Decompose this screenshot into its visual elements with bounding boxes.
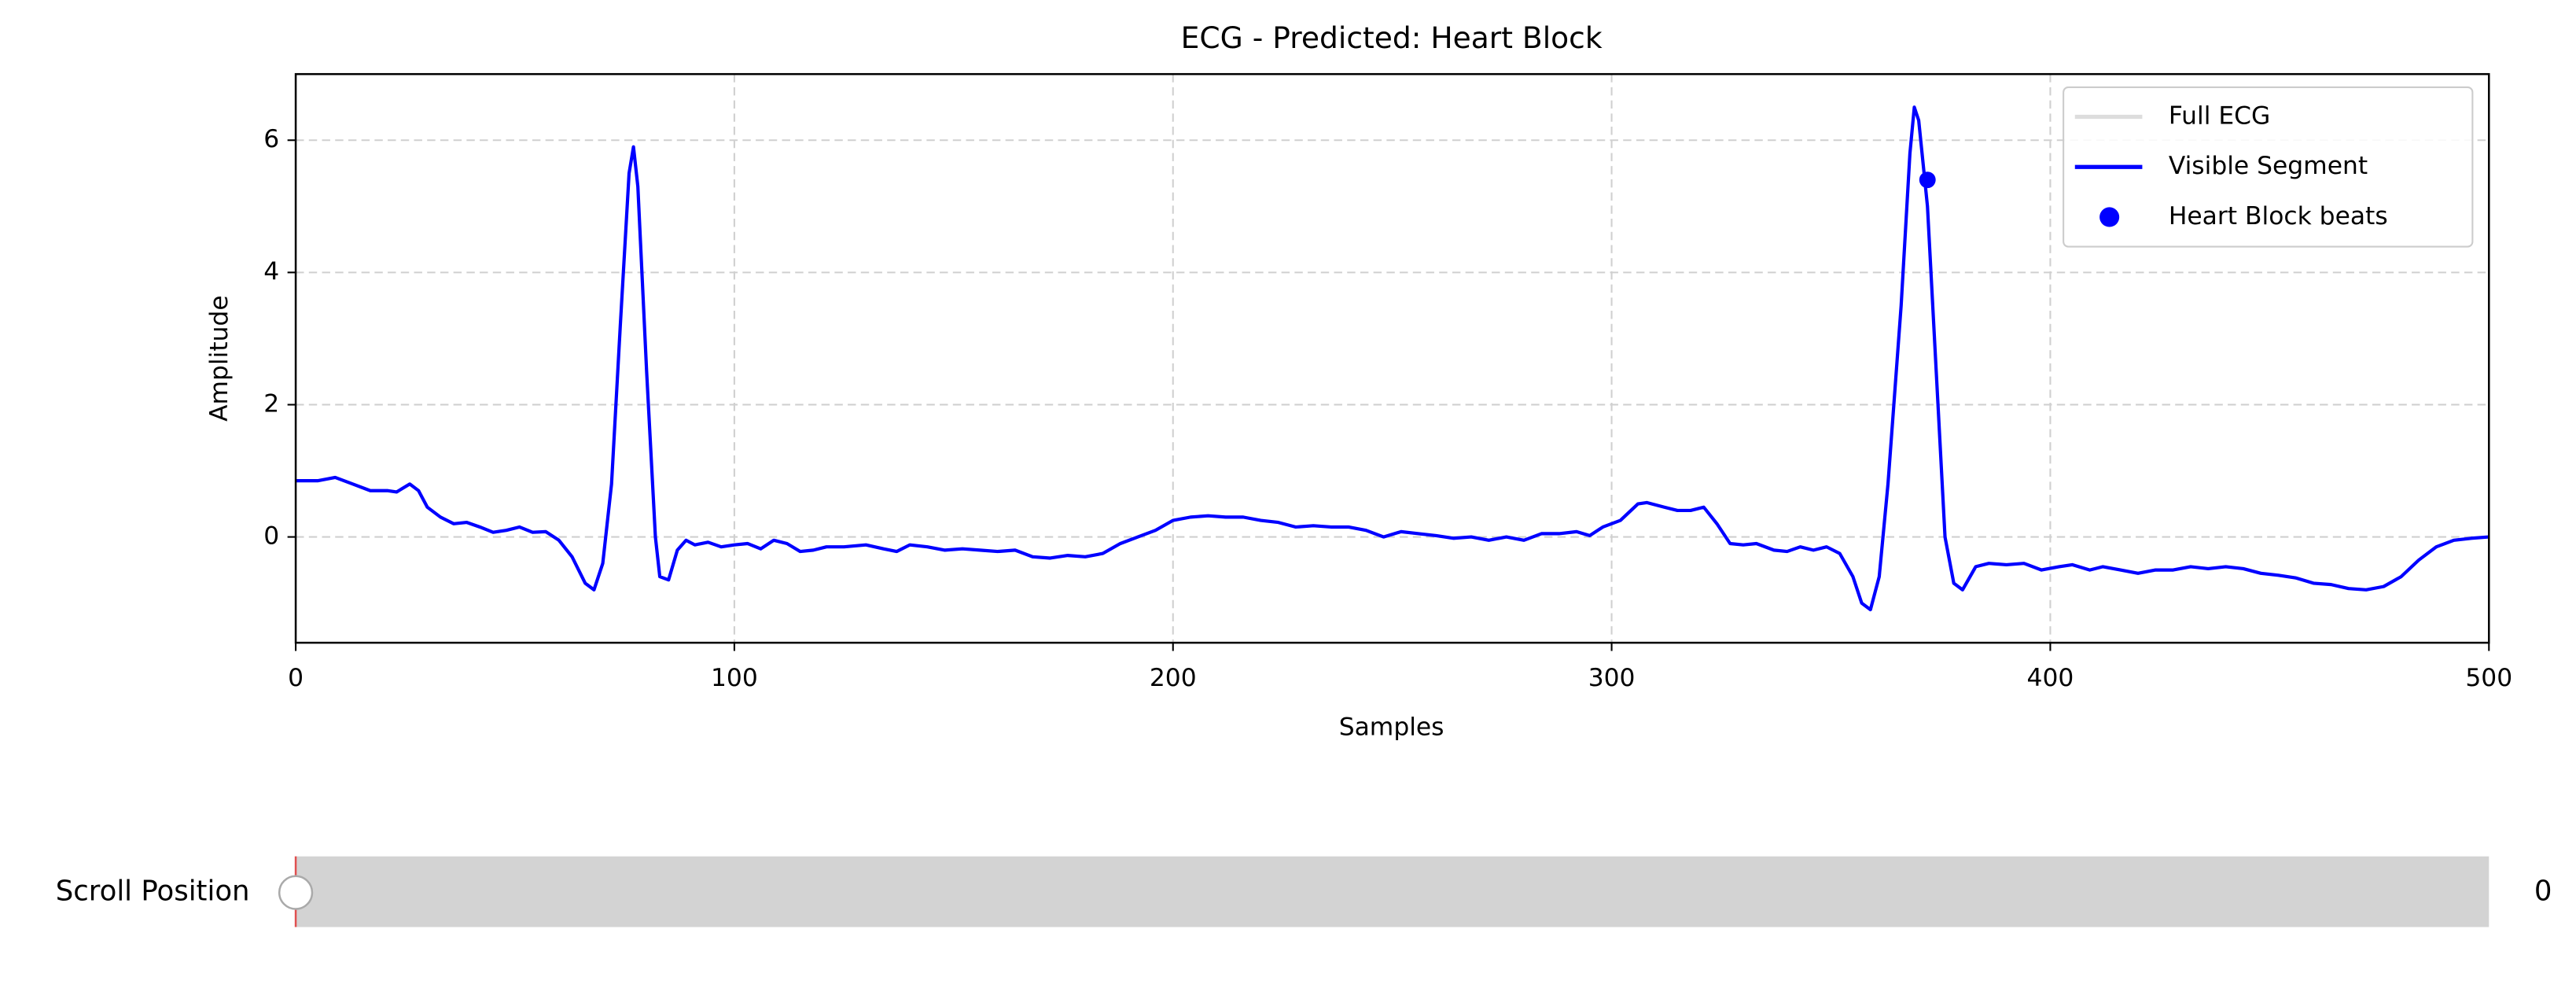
slider-label: Scroll Position [56, 876, 250, 908]
x-tick-label: 300 [1588, 664, 1636, 692]
legend-label: Visible Segment [2169, 152, 2368, 180]
x-tick-label: 400 [2027, 664, 2074, 692]
slider[interactable] [278, 856, 2490, 927]
y-axis-label: Amplitude [205, 295, 234, 422]
plot-frame [294, 72, 2490, 644]
chart-title: ECG - Predicted: Heart Block [1181, 20, 1603, 55]
ecg-line [296, 105, 2490, 612]
legend-box [2063, 86, 2474, 248]
slider-handle[interactable] [278, 875, 314, 910]
y-tick-label: 0 [263, 522, 279, 551]
y-tick-label: 4 [263, 257, 279, 286]
x-axis-label: Samples [1339, 713, 1444, 742]
x-tick-label: 500 [2465, 664, 2512, 692]
beat-point [1919, 171, 1936, 189]
legend-swatch [2099, 207, 2120, 227]
y-tick-label: 6 [263, 125, 279, 153]
legend-label: Full ECG [2169, 102, 2270, 131]
y-tick-label: 2 [263, 389, 279, 418]
legend-label: Heart Block beats [2169, 202, 2388, 230]
x-tick-label: 200 [1150, 664, 1197, 692]
x-tick-label: 100 [711, 664, 758, 692]
x-tick-label: 0 [288, 664, 304, 692]
slider-value: 0 [2534, 876, 2552, 908]
slider-track[interactable] [296, 856, 2490, 927]
